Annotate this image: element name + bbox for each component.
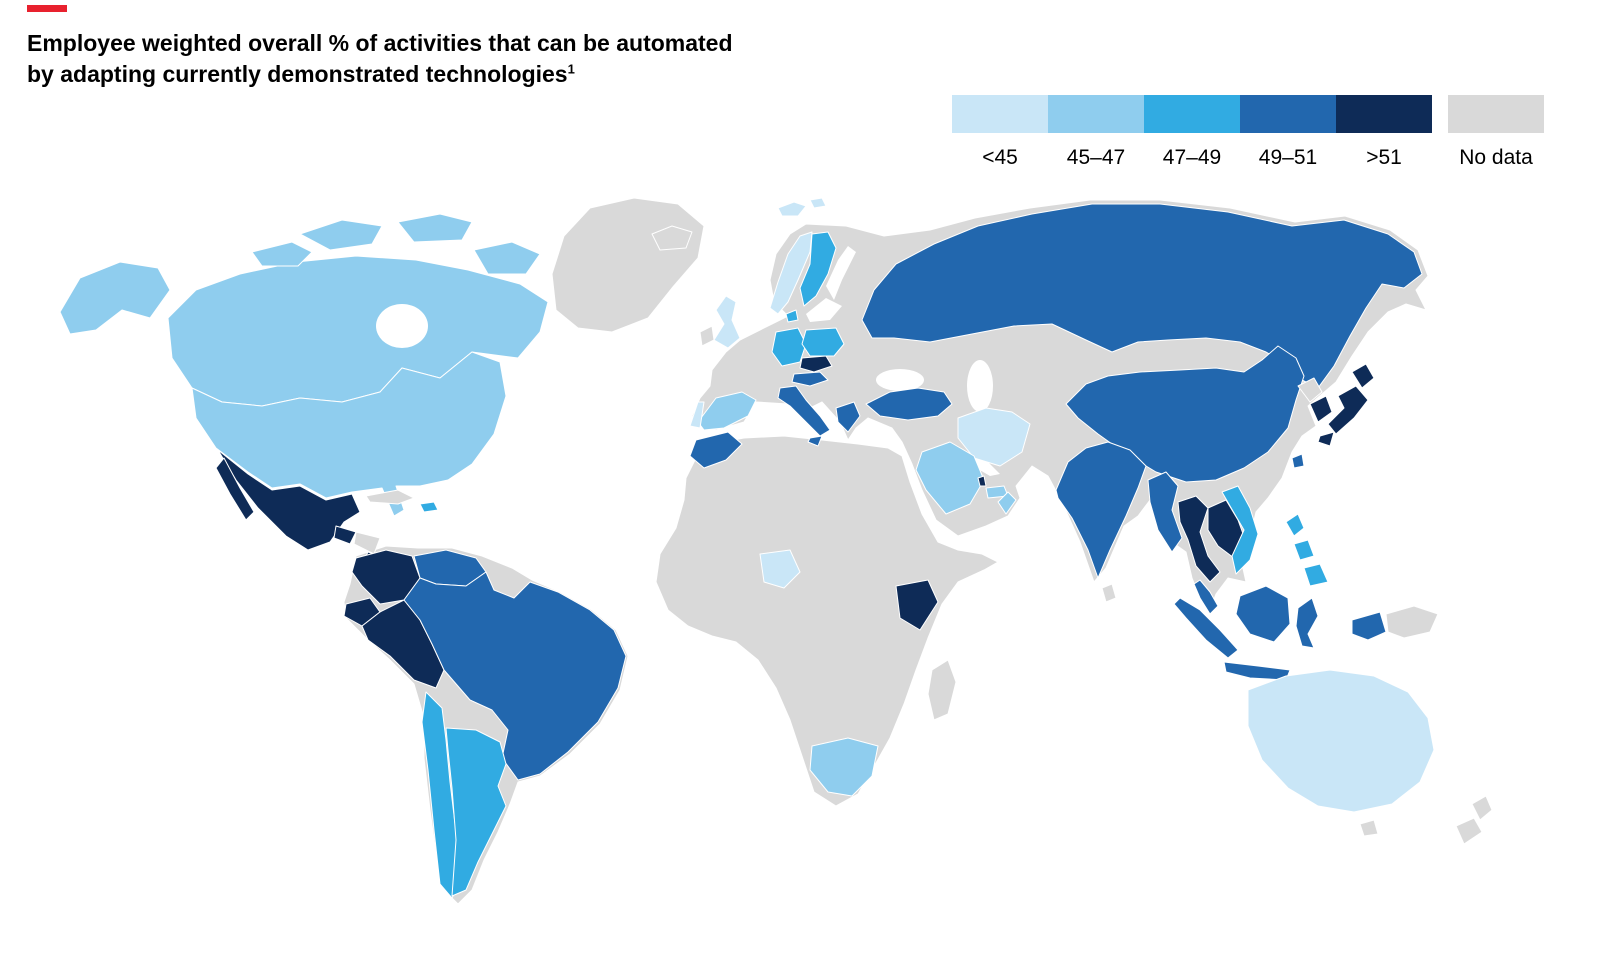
legend-item-b49_51: 49–51 (1240, 95, 1336, 170)
legend-label-b45_47: 45–47 (1066, 146, 1126, 169)
country-myanmar (1147, 471, 1183, 553)
country-sri-lanka (1101, 583, 1117, 603)
country-japan-honshu (1327, 385, 1369, 435)
country-papua-new-guinea (1385, 605, 1439, 639)
country-dominican-republic (419, 501, 439, 513)
country-italy (777, 385, 831, 437)
country-indonesia-west-papua (1351, 611, 1387, 641)
country-indonesia-java (1223, 661, 1291, 681)
legend-item-b47_49: 47–49 (1144, 95, 1240, 170)
legend-label-gt51: >51 (1366, 146, 1402, 169)
country-australia (1247, 669, 1435, 813)
country-uk (713, 295, 741, 349)
country-iran (957, 407, 1031, 467)
country-kenya (895, 579, 939, 631)
country-philippines-2 (1293, 539, 1315, 561)
gulf-of-bothnia (826, 246, 856, 300)
footnote-marker: 1 (567, 61, 575, 77)
country-russia (861, 203, 1423, 389)
country-canada-island-baffin (473, 241, 541, 275)
page-title: Employee weighted overall % of activitie… (27, 28, 733, 90)
legend-label-lt45: <45 (982, 146, 1018, 169)
page-title-line1: Employee weighted overall % of activitie… (27, 30, 733, 56)
country-greenland (551, 197, 705, 333)
country-japan-kyushu (1317, 431, 1335, 447)
legend-swatch-gt51 (1336, 95, 1432, 133)
legend-swatch-b49_51 (1240, 95, 1336, 133)
country-tasmania (1359, 819, 1379, 837)
country-iceland (651, 225, 693, 251)
country-mexico-baja (215, 457, 255, 521)
hudson-bay (376, 304, 428, 348)
country-africa-base (655, 435, 999, 807)
country-canada-island-2 (397, 213, 473, 243)
country-ireland (699, 325, 715, 347)
country-argentina (445, 727, 507, 897)
country-south-korea (1309, 395, 1333, 423)
legend-item-lt45: <45 (952, 95, 1048, 170)
legend-item-gt51: >51 (1336, 95, 1432, 170)
country-south-africa (809, 737, 879, 797)
country-cuba (365, 489, 415, 505)
legend-label-b49_51: 49–51 (1258, 146, 1318, 169)
legend-item-no_data: No data (1448, 95, 1544, 170)
country-morocco (689, 431, 743, 469)
caspian-sea (967, 360, 993, 412)
country-new-zealand-south (1455, 817, 1483, 845)
legend: <45 45–47 47–49 49–51 >51 No data (952, 95, 1544, 170)
country-czech-republic (799, 355, 833, 373)
country-germany (771, 327, 807, 367)
legend-swatch-lt45 (952, 95, 1048, 133)
country-greece (835, 401, 861, 433)
country-thailand (1177, 495, 1221, 583)
country-brazil (403, 571, 627, 781)
legend-swatch-b47_49 (1144, 95, 1240, 133)
legend-label-b47_49: 47–49 (1162, 146, 1222, 169)
legend-swatch-b45_47 (1048, 95, 1144, 133)
page-title-line2-text: by adapting currently demonstrated techn… (27, 61, 568, 88)
country-usa (191, 351, 507, 517)
country-sweden (799, 231, 837, 307)
country-canada-island-1 (299, 219, 383, 251)
country-svalbard-1 (777, 201, 807, 217)
country-india (1055, 441, 1147, 579)
country-indonesia-sulawesi (1295, 597, 1319, 649)
country-nigeria (759, 549, 801, 589)
legend-label-no_data: No data (1459, 146, 1533, 169)
country-poland (801, 327, 845, 357)
page-title-line2: by adapting currently demonstrated techn… (27, 59, 733, 90)
country-guatemala (333, 525, 357, 545)
country-japan-hokkaido (1351, 363, 1375, 389)
country-italy-sicily (807, 435, 823, 447)
legend-swatch-no_data (1448, 95, 1544, 133)
country-turkey (865, 387, 953, 421)
country-usa-alaska (59, 261, 171, 335)
country-philippines-3 (1303, 563, 1329, 587)
country-qatar (977, 475, 987, 487)
world-map (0, 190, 1600, 962)
country-vietnam (1221, 485, 1259, 575)
country-north-korea (1297, 377, 1323, 403)
country-svalbard-2 (809, 197, 827, 209)
header: Employee weighted overall % of activitie… (0, 0, 1600, 190)
country-malaysia (1193, 579, 1219, 615)
baltic-sea (806, 298, 842, 322)
country-madagascar (927, 659, 957, 721)
country-indonesia-borneo (1235, 585, 1291, 643)
country-indonesia-sumatra (1173, 597, 1239, 659)
country-new-zealand-north (1471, 795, 1493, 821)
country-taiwan (1291, 453, 1305, 469)
brand-accent-bar (27, 5, 67, 12)
black-sea (876, 369, 924, 391)
legend-item-b45_47: 45–47 (1048, 95, 1144, 170)
country-canada-island-3 (251, 241, 313, 267)
country-austria (791, 371, 829, 387)
country-portugal (689, 401, 705, 429)
country-saudi-arabia (915, 441, 985, 515)
country-denmark (785, 309, 799, 323)
country-spain (697, 391, 757, 431)
country-mexico (217, 449, 361, 551)
country-oman (997, 491, 1017, 515)
country-philippines-1 (1285, 513, 1305, 537)
